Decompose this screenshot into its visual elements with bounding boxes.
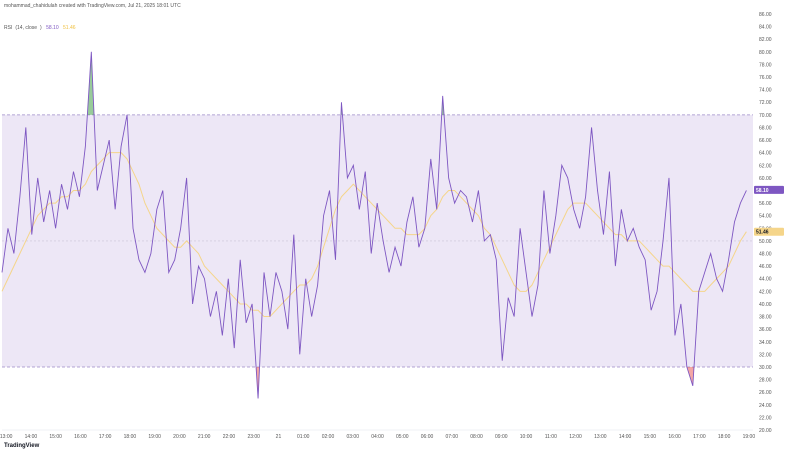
y-tick-label: 82.00 [759,37,772,43]
x-tick-label: 17:00 [99,434,112,440]
overbought-fill [87,51,95,115]
x-tick-label: 03:00 [346,434,359,440]
y-tick-label: 60.00 [759,176,772,182]
x-tick-label: 21 [276,434,282,440]
y-tick-label: 66.00 [759,138,772,144]
y-tick-label: 76.00 [759,75,772,81]
params-text: 14, close [17,25,38,31]
rsi-last-value-tag-bg [754,185,784,194]
x-tick-label: 22:00 [223,434,236,440]
x-tick-label: 20:00 [173,434,186,440]
y-tick-label: 74.00 [759,88,772,94]
y-tick-label: 34.00 [759,340,772,346]
y-tick-label: 24.00 [759,403,772,409]
x-tick-label: 12:00 [569,434,582,440]
y-tick-label: 86.00 [759,12,772,18]
x-tick-label: 23:00 [247,434,260,440]
x-tick-label: 21:00 [198,434,211,440]
y-tick-label: 72.00 [759,100,772,106]
y-tick-label: 70.00 [759,113,772,119]
x-tick-label: 19:00 [743,434,756,440]
x-tick-label: 13:00 [594,434,607,440]
indicator-params: (14, close) [15,25,42,31]
x-tick-label: 07:00 [446,434,459,440]
y-tick-label: 40.00 [759,302,772,308]
x-tick-label: 04:00 [371,434,384,440]
y-tick-label: 78.00 [759,62,772,68]
x-tick-label: 10:00 [520,434,533,440]
chart-caption: mohammad_chahidulah created with Trading… [4,3,181,9]
indicator-name: RSI [4,25,13,31]
x-tick-label: 11:00 [545,434,557,440]
ma-last-value-tag-bg [754,227,784,236]
y-tick-label: 50.00 [759,239,772,245]
indicator-legend: RSI (14, close) 58.10 51.46 [4,25,79,31]
y-tick-label: 30.00 [759,365,772,371]
x-tick-label: 09:00 [495,434,508,440]
y-tick-label: 22.00 [759,415,772,421]
x-tick-label: 13:00 [0,434,13,440]
brand-name: TradingView [4,443,40,449]
y-tick-label: 36.00 [759,327,772,333]
legend-rsi-value: 58.10 [46,25,59,31]
x-tick-label: 18:00 [124,434,137,440]
rsi-last-value-tag: 58.10 [756,188,769,194]
rsi-ma-line [1,152,747,318]
y-tick-label: 32.00 [759,352,772,358]
y-tick-label: 48.00 [759,252,772,258]
x-tick-label: 14:00 [619,434,632,440]
y-tick-label: 28.00 [759,378,772,384]
x-tick-label: 05:00 [396,434,409,440]
y-tick-label: 44.00 [759,277,772,283]
x-tick-label: 06:00 [421,434,434,440]
y-tick-label: 20.00 [759,428,772,434]
y-tick-label: 56.00 [759,201,772,207]
tradingview-logo: TradingView [4,443,39,449]
x-tick-label: 16:00 [74,434,87,440]
x-tick-label: 01:00 [297,434,310,440]
x-tick-label: 17:00 [693,434,706,440]
y-tick-label: 64.00 [759,151,772,157]
x-tick-label: 14:00 [25,434,38,440]
x-tick-label: 18:00 [718,434,731,440]
y-tick-label: 80.00 [759,50,772,56]
y-tick-label: 68.00 [759,125,772,131]
y-tick-label: 42.00 [759,289,772,295]
x-tick-label: 15:00 [49,434,62,440]
x-tick-label: 02:00 [322,434,335,440]
x-tick-label: 15:00 [644,434,657,440]
y-tick-label: 46.00 [759,264,772,270]
x-tick-label: 19:00 [148,434,161,440]
y-tick-label: 62.00 [759,163,772,169]
legend-ma-value: 51.46 [63,25,76,31]
y-tick-label: 26.00 [759,390,772,396]
y-tick-label: 54.00 [759,214,772,220]
y-tick-label: 38.00 [759,315,772,321]
rsi-line [1,51,747,399]
ma-last-value-tag: 51.46 [756,230,769,236]
x-tick-label: 16:00 [668,434,681,440]
x-tick-label: 08:00 [470,434,483,440]
y-tick-label: 84.00 [759,25,772,31]
